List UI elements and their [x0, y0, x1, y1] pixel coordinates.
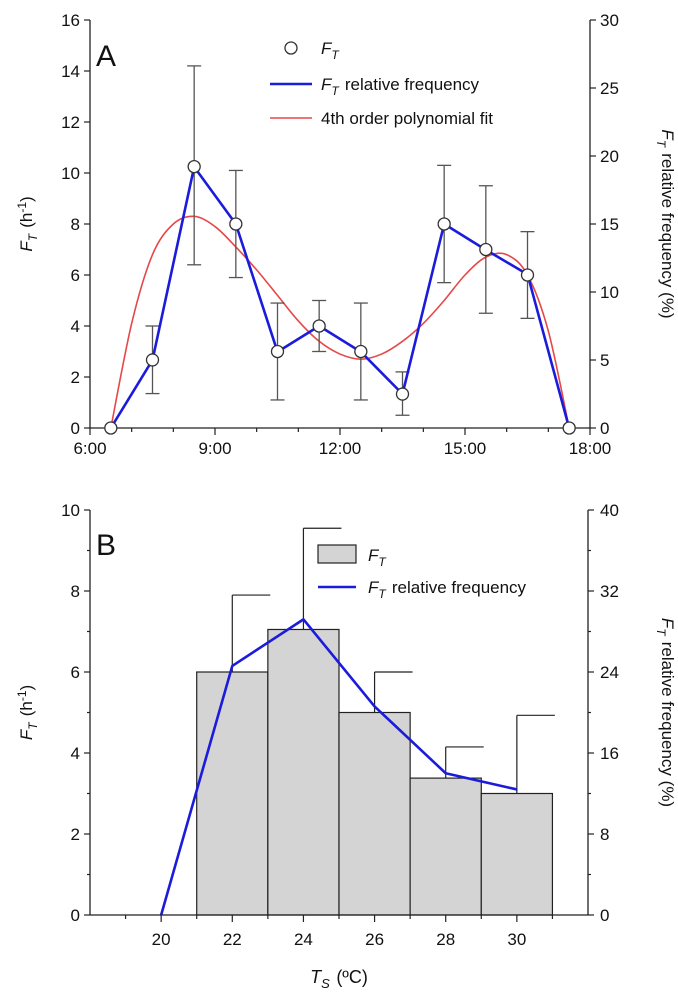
panel-a-x-tick-label: 12:00: [319, 439, 362, 458]
panel-a-y-tick-label: 16: [61, 11, 80, 30]
panel-a-x-tick-label: 18:00: [569, 439, 612, 458]
panel-b-y2-tick-label: 40: [600, 501, 619, 520]
panel-a-y2-tick-label: 5: [600, 351, 609, 370]
panel-a-data-point: [562, 421, 576, 435]
panel-a-y-tick-label: 14: [61, 62, 80, 81]
panel-b-legend-swatch-bar: [317, 544, 357, 564]
panel-a-data-point: [437, 217, 451, 231]
panel-a-x-tick-label: 15:00: [444, 439, 487, 458]
panel-a-data-point: [104, 421, 118, 435]
panel-a-data-point: [270, 344, 285, 359]
panel-b-y-tick-label: 6: [71, 663, 80, 682]
panel-a-y-tick-label: 2: [71, 368, 80, 387]
panel-b-bar: [480, 792, 554, 916]
panel-a-legend-marker: [284, 41, 298, 55]
panel-b-legend-label-ft: FT: [368, 546, 387, 569]
panel-a-data-point: [312, 319, 326, 333]
panel-b-bar: [267, 628, 340, 916]
panel-a-polynomial-fit-line: [110, 215, 570, 429]
panel-a-data-point: [520, 268, 535, 282]
panel-b-bar: [196, 671, 269, 916]
panel-b-y2-tick-label: 0: [600, 906, 609, 925]
panel-b-bar: [338, 711, 411, 916]
panel-a-y-tick-label: 12: [61, 113, 80, 132]
panel-a-y2-tick-label: 0: [600, 419, 609, 438]
panel-b-x-tick-label: 22: [223, 930, 242, 949]
panel-b-legend-label-relfreq: FT relative frequency: [368, 578, 527, 601]
panel-b-y-axis-label: FT (h-1): [15, 685, 40, 740]
panel-b-y2-tick-label: 16: [600, 744, 619, 763]
panel-a-y2-tick-label: 30: [600, 11, 619, 30]
panel-a-y2-tick-label: 20: [600, 147, 619, 166]
panel-b-bar: [409, 777, 482, 916]
panel-a-y2-tick-label: 10: [600, 283, 619, 302]
panel-b-y2-axis-label: FT relative frequency (%): [654, 618, 677, 807]
panel-a-y-axis-label: FT (h-1): [15, 196, 40, 251]
panel-b-y-tick-label: 0: [71, 906, 80, 925]
panel-a-y2-tick-label: 15: [600, 215, 619, 234]
panel-a-legend-label-fit: 4th order polynomial fit: [321, 109, 493, 128]
panel-b-y2-tick-label: 24: [600, 663, 619, 682]
panel-a-y-tick-label: 8: [71, 215, 80, 234]
panel-b-x-tick-label: 30: [507, 930, 526, 949]
panel-a-y-tick-label: 0: [71, 419, 80, 438]
panel-b-x-axis-label: TS (ºC): [310, 967, 368, 991]
panel-a-letter: A: [96, 40, 116, 73]
panel-a-data-point: [187, 159, 201, 174]
panel-b-y-tick-label: 10: [61, 501, 80, 520]
panel-b-y-tick-label: 2: [71, 825, 80, 844]
panel-a-x-tick-label: 9:00: [198, 439, 231, 458]
panel-b-x-tick-label: 28: [436, 930, 455, 949]
panel-a-x-tick-label: 6:00: [73, 439, 106, 458]
panel-a-data-point: [145, 353, 160, 367]
panel-a-y2-tick-label: 25: [600, 79, 619, 98]
panel-a-data-point: [229, 217, 243, 231]
panel-b-relative-frequency-line: [159, 618, 518, 916]
panel-a-legend-label-ft: FT: [321, 39, 340, 62]
panel-a-data-point: [354, 344, 368, 359]
panel-a-time-of-day-chart: 0 2 4 6 8 10 12 14 16 0 5 10 15 20 25 30 6:00 9:00 12:00 15…: [15, 11, 677, 458]
panel-b-letter: B: [96, 529, 116, 562]
panel-b-y-tick-label: 4: [71, 744, 80, 763]
panel-b-y2-tick-label: 32: [600, 582, 619, 601]
panel-a-y2-axis-label: FT relative frequency (%): [654, 129, 677, 318]
panel-a-y-tick-label: 6: [71, 266, 80, 285]
panel-a-y-tick-label: 4: [71, 317, 80, 336]
panel-a-relative-frequency-line: [109, 165, 571, 429]
panel-b-x-tick-label: 20: [152, 930, 171, 949]
panel-b-y-tick-label: 8: [71, 582, 80, 601]
panel-a-y-tick-label: 10: [61, 164, 80, 183]
panel-b-x-tick-label: 26: [365, 930, 384, 949]
panel-a-legend-label-relfreq: FT relative frequency: [321, 75, 480, 98]
panel-a-data-point: [395, 387, 410, 401]
panel-b-x-tick-label: 24: [294, 930, 313, 949]
panel-a-data-point: [479, 242, 493, 257]
panel-b-y2-tick-label: 8: [600, 825, 609, 844]
